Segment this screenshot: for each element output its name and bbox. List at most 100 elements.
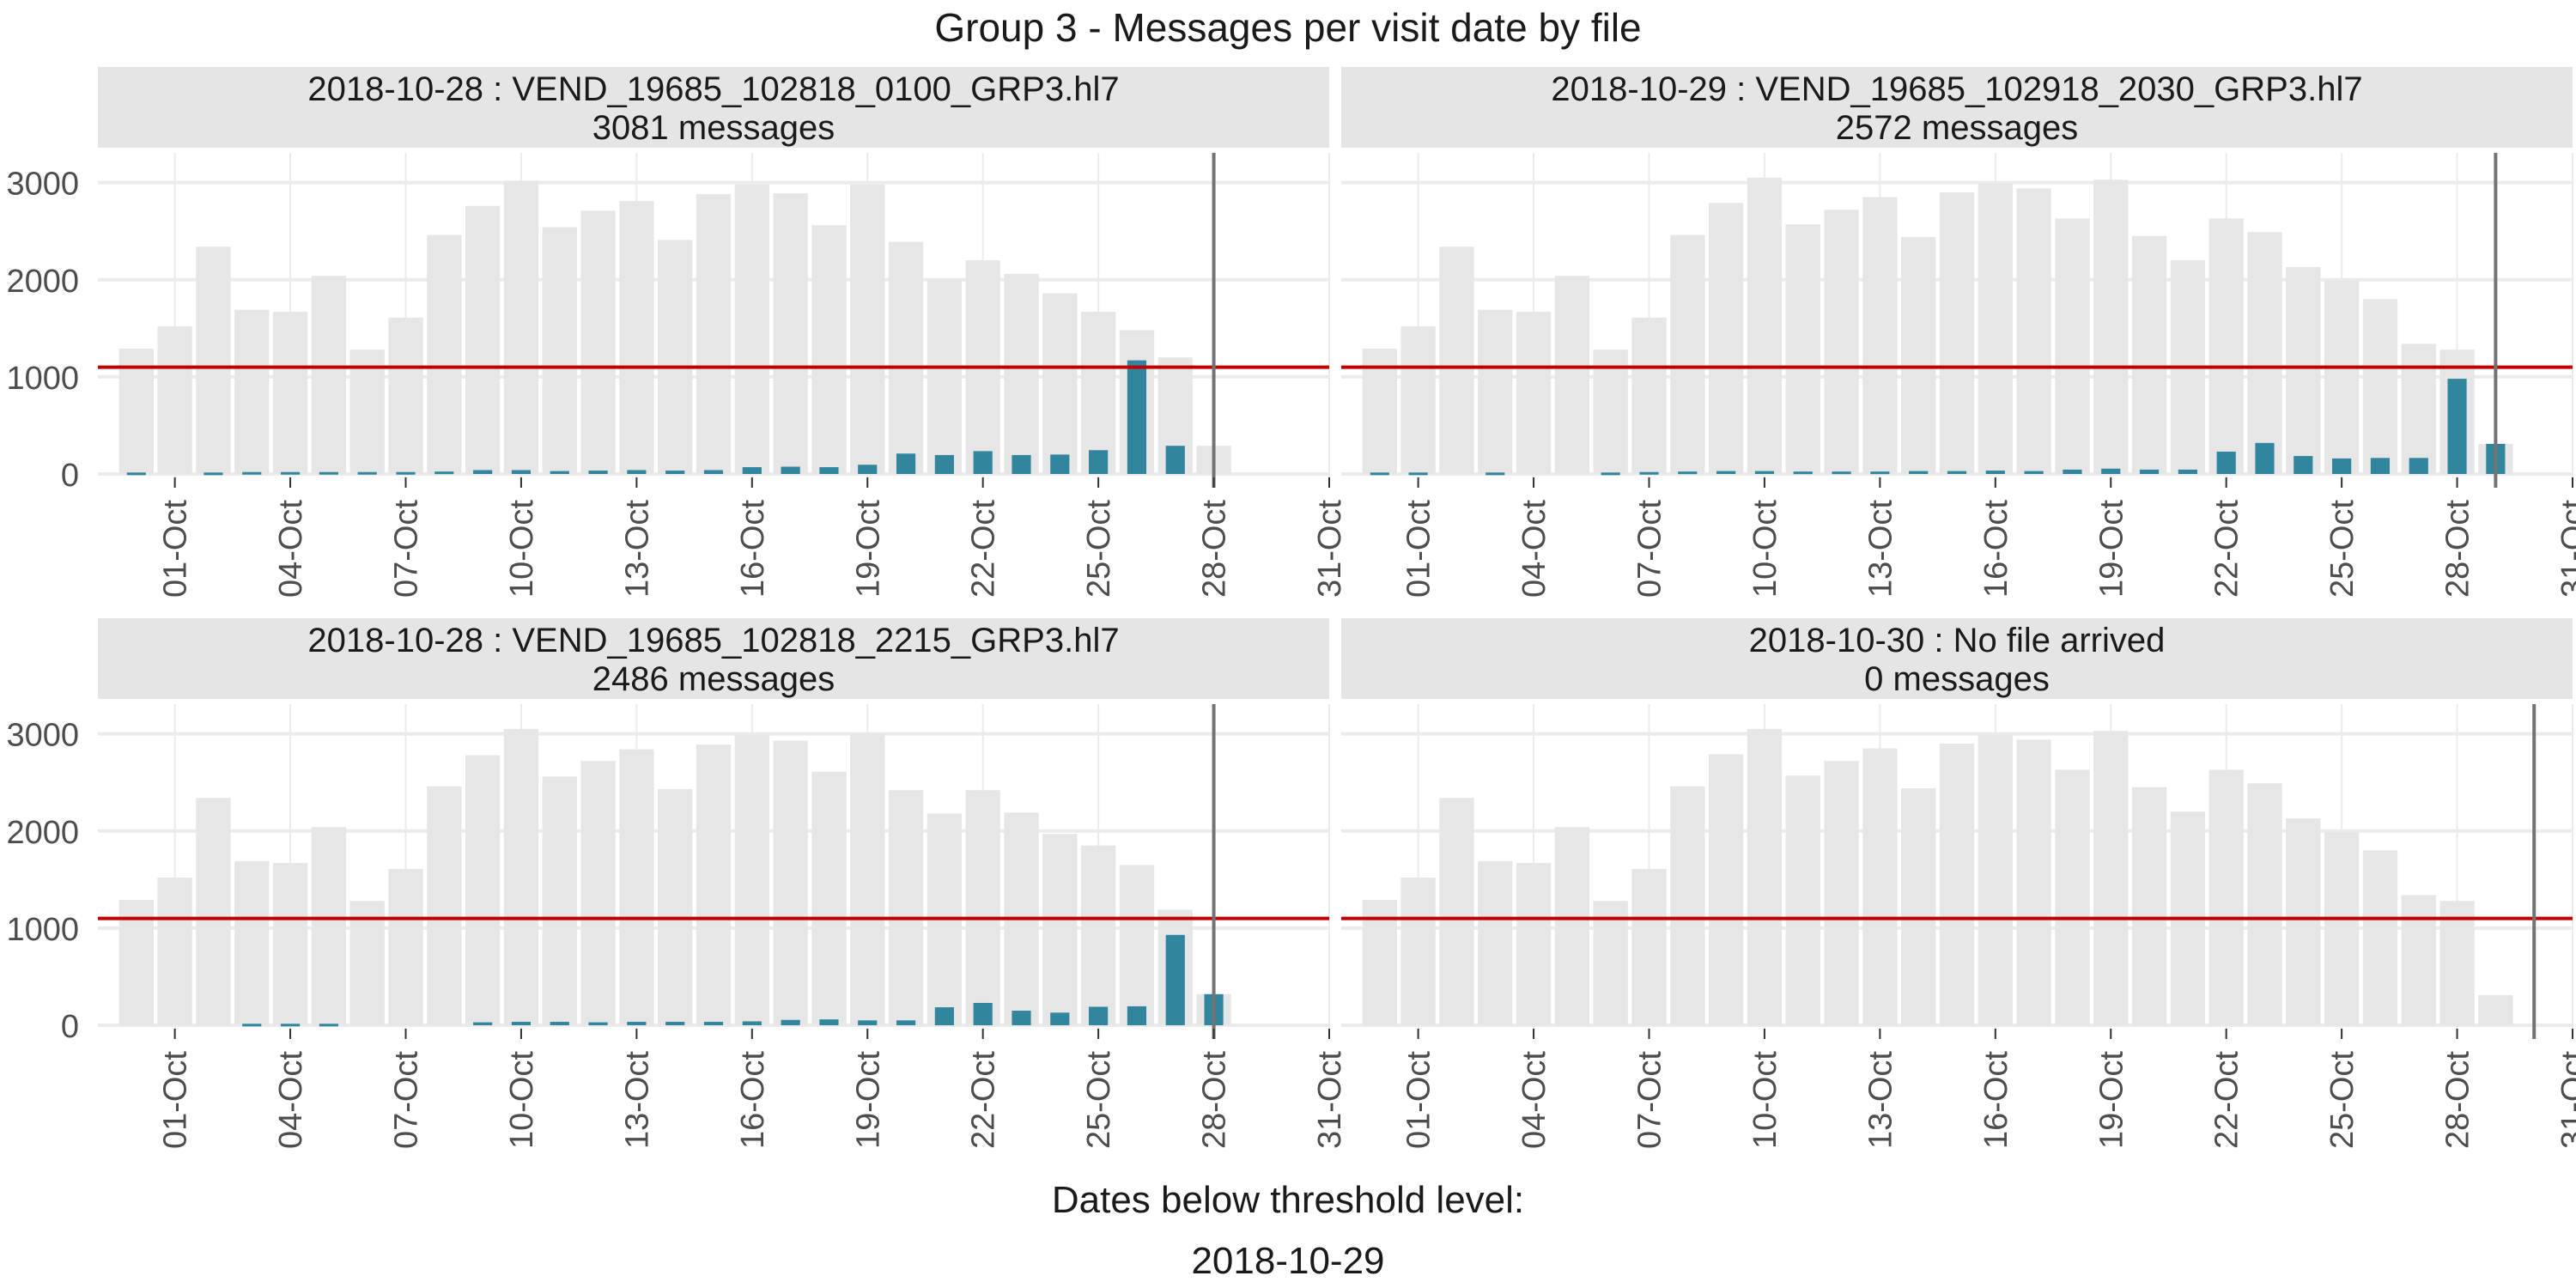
- panel-strip: [1341, 618, 2573, 699]
- total-bar: [196, 246, 231, 474]
- file-bar: [511, 470, 532, 474]
- y-tick-label: 0: [61, 458, 79, 494]
- total-bar: [1080, 312, 1116, 474]
- x-tick-label: 07-Oct: [1632, 1051, 1668, 1149]
- y-tick-label: 1000: [6, 912, 79, 948]
- panel-1: 2018-10-28 : VEND_19685_102818_0100_GRP3…: [6, 67, 1348, 598]
- x-tick-label: 01-Oct: [158, 500, 194, 598]
- file-bar: [1012, 454, 1031, 474]
- file-bar: [1870, 471, 1890, 475]
- total-bar: [2131, 235, 2167, 474]
- file-bar: [973, 1002, 993, 1025]
- file-bar: [1165, 446, 1185, 474]
- x-tick-label: 19-Oct: [850, 500, 886, 598]
- total-bar: [2093, 179, 2129, 474]
- file-bar: [473, 1022, 493, 1025]
- total-bar: [2362, 850, 2398, 1025]
- total-bar: [2208, 769, 2244, 1025]
- total-bar: [465, 205, 501, 474]
- total-bar: [1362, 900, 1397, 1025]
- total-bar: [580, 210, 616, 474]
- strip-title: 2018-10-28 : VEND_19685_102818_2215_GRP3…: [307, 622, 1119, 659]
- total-bar: [734, 184, 769, 474]
- x-tick-label: 10-Oct: [504, 500, 540, 598]
- file-bar: [126, 472, 146, 476]
- y-tick-label: 2000: [6, 264, 79, 300]
- x-tick-label: 22-Oct: [2209, 500, 2245, 598]
- total-bar: [196, 798, 231, 1025]
- total-bar: [2286, 818, 2321, 1025]
- total-bar: [2362, 299, 2398, 474]
- total-bar: [311, 827, 347, 1025]
- total-bar: [1824, 761, 1859, 1025]
- total-bar: [234, 309, 270, 474]
- x-tick-label: 25-Oct: [1081, 500, 1117, 598]
- x-tick-label: 07-Oct: [389, 1051, 425, 1149]
- file-bar: [1601, 472, 1620, 476]
- total-bar: [157, 326, 192, 474]
- total-bar: [1554, 276, 1590, 474]
- file-bar: [2178, 469, 2197, 474]
- x-tick-label: 28-Oct: [2440, 500, 2476, 598]
- total-bar: [811, 771, 847, 1025]
- total-bar: [1862, 748, 1898, 1025]
- total-bar: [1708, 203, 1744, 474]
- total-bar: [272, 312, 308, 474]
- total-bar: [1901, 236, 1936, 474]
- file-bar: [511, 1022, 532, 1025]
- file-bar: [473, 470, 493, 474]
- total-bar: [1824, 210, 1859, 475]
- file-bar: [896, 453, 916, 474]
- total-bar: [1478, 309, 1513, 474]
- file-bar: [2101, 468, 2121, 474]
- file-bar: [1832, 471, 1851, 475]
- x-tick-label: 04-Oct: [273, 1051, 309, 1149]
- total-bar: [773, 193, 808, 474]
- total-bar: [1439, 246, 1474, 474]
- file-bar: [319, 1024, 338, 1027]
- file-bar: [896, 1020, 916, 1025]
- x-tick-label: 10-Oct: [504, 1051, 540, 1149]
- file-bar: [627, 470, 647, 474]
- total-bar: [1670, 234, 1705, 474]
- panel-3: 2018-10-28 : VEND_19685_102818_2215_GRP3…: [6, 618, 1348, 1149]
- file-bar: [2024, 471, 2044, 474]
- y-tick-label: 1000: [6, 361, 79, 397]
- total-bar: [1708, 754, 1744, 1025]
- total-bar: [1119, 865, 1155, 1025]
- total-bar: [696, 744, 732, 1025]
- total-bar: [465, 755, 501, 1025]
- total-bar: [1785, 224, 1820, 474]
- total-bar: [1670, 786, 1705, 1025]
- total-bar: [1862, 197, 1898, 474]
- x-tick-label: 28-Oct: [1197, 1051, 1233, 1149]
- total-bar: [503, 180, 539, 475]
- file-bar: [434, 471, 454, 475]
- total-bar: [234, 860, 270, 1025]
- file-bar: [550, 471, 569, 474]
- x-tick-label: 22-Oct: [966, 500, 1002, 598]
- file-bar: [2293, 456, 2313, 474]
- strip-title: 2018-10-30 : No file arrived: [1749, 622, 2166, 659]
- file-bar: [781, 1019, 800, 1025]
- x-tick-label: 16-Oct: [1978, 1051, 2014, 1149]
- total-bar: [927, 279, 963, 474]
- total-bar: [2016, 739, 2051, 1025]
- x-tick-label: 28-Oct: [1197, 500, 1233, 598]
- file-bar: [280, 1024, 301, 1027]
- total-bar: [850, 733, 885, 1025]
- total-bar: [542, 776, 577, 1025]
- total-bar: [773, 740, 808, 1025]
- panel-strip: [1341, 67, 2573, 148]
- total-bar: [734, 734, 769, 1025]
- total-bar: [1593, 901, 1628, 1025]
- total-bar: [1554, 827, 1590, 1025]
- total-bar: [272, 863, 308, 1025]
- y-tick-label: 3000: [6, 167, 79, 203]
- x-tick-label: 13-Oct: [619, 500, 655, 598]
- strip-title: 2018-10-29 : VEND_19685_102918_2030_GRP3…: [1551, 70, 2362, 108]
- total-bar: [1516, 863, 1552, 1025]
- strip-subtitle: 2572 messages: [1836, 109, 2078, 147]
